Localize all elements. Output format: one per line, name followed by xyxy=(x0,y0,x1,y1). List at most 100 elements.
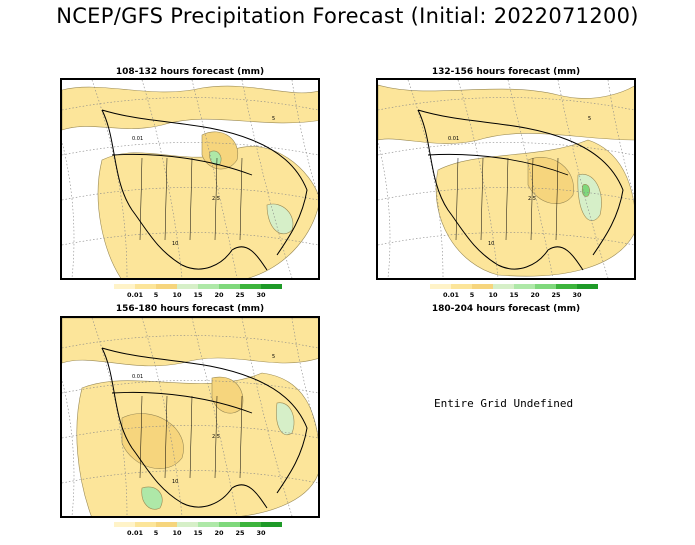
precip-contour-area xyxy=(76,372,318,516)
graticule-line xyxy=(241,80,293,278)
legend-tick-label: 15 xyxy=(193,291,203,299)
country-border xyxy=(111,153,253,176)
legend-swatch xyxy=(535,284,556,289)
precip-map: 0.01 2.5 5 10 xyxy=(62,318,318,516)
legend-swatch xyxy=(514,284,535,289)
graticule-line xyxy=(378,232,634,246)
legend-tick-label: 20 xyxy=(530,291,540,299)
graticule-line xyxy=(62,142,318,156)
contour-label: 5 xyxy=(272,354,275,360)
state-border xyxy=(164,395,168,479)
state-border xyxy=(164,157,168,241)
legend-tick-label: 10 xyxy=(488,291,498,299)
country-border xyxy=(427,153,569,176)
legend-tick-label: 15 xyxy=(509,291,519,299)
contour-label: 10 xyxy=(488,241,494,247)
graticule-line xyxy=(62,335,318,349)
panel-3-title: 156-180 hours forecast (mm) xyxy=(115,304,265,314)
graticule-line xyxy=(291,80,318,197)
legend-swatch xyxy=(219,284,240,289)
legend-tick-label: 30 xyxy=(256,291,266,299)
graticule-line xyxy=(62,380,318,394)
legend-swatch xyxy=(451,284,472,289)
graticule-line xyxy=(607,80,634,197)
legend-tick-label: 20 xyxy=(214,529,224,537)
state-border xyxy=(214,157,218,241)
graticule-line xyxy=(141,318,183,516)
panel-4-title: 180-204 hours forecast (mm) xyxy=(431,304,581,314)
state-border xyxy=(239,157,243,241)
legend-tick-label: 25 xyxy=(551,291,561,299)
graticule-line xyxy=(62,187,318,201)
legend-swatch xyxy=(493,284,514,289)
graticule-line xyxy=(378,142,634,156)
contour-label: 2.5 xyxy=(212,434,220,440)
coastline xyxy=(101,109,308,271)
legend-swatch xyxy=(177,284,198,289)
contour-label: 0.01 xyxy=(132,136,143,142)
country-border xyxy=(111,391,253,414)
graticule-line xyxy=(191,318,238,516)
precip-map: 0.01 2.5 5 10 xyxy=(378,80,634,278)
precip-contour-area xyxy=(97,146,318,278)
graticule-line xyxy=(141,80,183,278)
legend-tick-label: 25 xyxy=(235,529,245,537)
legend-tick-label: 10 xyxy=(172,291,182,299)
graticule-line xyxy=(407,80,444,278)
legend-swatch xyxy=(135,284,156,289)
graticule-line xyxy=(62,470,318,484)
contour-label: 2.5 xyxy=(212,196,220,202)
precip-map: 0.01 2.5 5 10 xyxy=(62,80,318,278)
state-border xyxy=(214,395,218,479)
legend-swatch xyxy=(219,522,240,527)
legend-swatch xyxy=(556,284,577,289)
legend-swatch xyxy=(240,284,261,289)
coastline xyxy=(101,347,308,509)
legend-tick-label: 5 xyxy=(153,291,159,299)
legend-tick-label: 10 xyxy=(172,529,182,537)
precip-contour-area xyxy=(62,318,318,367)
graticule-line xyxy=(91,318,128,516)
legend-colorbar xyxy=(114,284,282,289)
graticule-line xyxy=(241,318,293,516)
state-border xyxy=(189,395,193,479)
panel-1-legend: 0.01 5 10 15 20 25 30 xyxy=(114,284,282,302)
contour-label: 10 xyxy=(172,479,178,485)
state-border xyxy=(189,157,193,241)
legend-swatch xyxy=(240,522,261,527)
graticule-line xyxy=(378,97,634,111)
panel-3-legend: 0.01 5 10 15 20 25 30 xyxy=(114,522,282,540)
contour-label: 0.01 xyxy=(448,136,459,142)
legend-swatch xyxy=(430,284,451,289)
graticule-line xyxy=(62,232,318,246)
state-border xyxy=(139,157,143,241)
panel-2-title: 132-156 hours forecast (mm) xyxy=(431,67,581,77)
legend-tick-label: 30 xyxy=(572,291,582,299)
legend-swatch xyxy=(472,284,493,289)
graticule-line xyxy=(457,80,499,278)
legend-swatch xyxy=(198,284,219,289)
legend-swatch xyxy=(261,284,282,289)
graticule-line xyxy=(62,97,318,111)
state-border xyxy=(530,157,534,241)
legend-tick-label: 5 xyxy=(469,291,475,299)
panel-1-map: 0.01 2.5 5 10 xyxy=(60,78,320,280)
state-border xyxy=(555,157,559,241)
contour-label: 2.5 xyxy=(528,196,536,202)
graticule-line xyxy=(291,318,318,435)
legend-swatch xyxy=(135,522,156,527)
state-border xyxy=(505,157,509,241)
legend-tick-label: 0.01 xyxy=(442,291,460,299)
legend-tick-label: 20 xyxy=(214,291,224,299)
legend-colorbar xyxy=(430,284,598,289)
legend-colorbar xyxy=(114,522,282,527)
contour-label: 5 xyxy=(588,116,591,122)
precip-contour-area xyxy=(435,139,634,277)
precip-contour-area xyxy=(378,84,634,144)
graticule-line xyxy=(557,80,609,278)
graticule-line xyxy=(191,80,238,278)
legend-tick-label: 0.01 xyxy=(126,291,144,299)
legend-swatch xyxy=(198,522,219,527)
legend-swatch xyxy=(156,522,177,527)
coastline xyxy=(417,109,624,271)
